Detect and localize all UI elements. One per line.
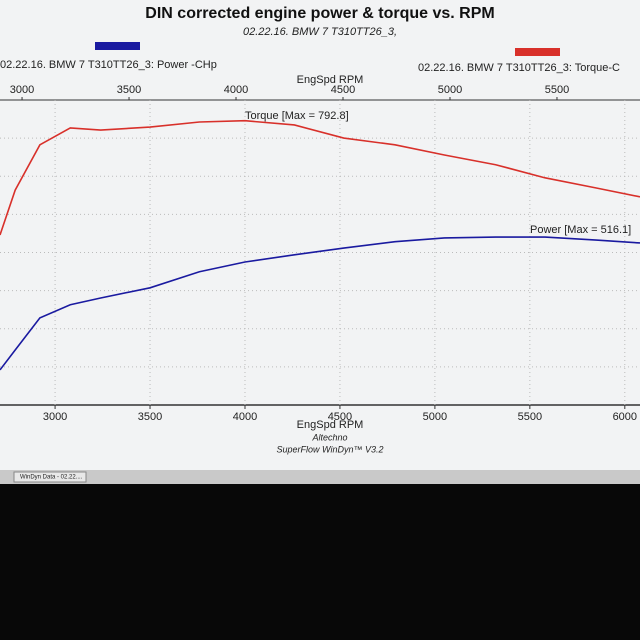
monitor-bezel: [0, 484, 640, 640]
legend-label: 02.22.16. BMW 7 T310TT26_3: Torque-C: [418, 62, 620, 74]
x2-tick-label: 3500: [117, 84, 141, 96]
x2-tick-label: 5500: [545, 84, 569, 96]
x2-tick-label: 5000: [438, 84, 462, 96]
x-axis-label: EngSpd RPM: [297, 419, 364, 431]
footer-line: SuperFlow WinDyn™ V3.2: [277, 444, 384, 454]
x-tick-label: 6000: [613, 411, 637, 423]
x-tick-label: 5000: [423, 411, 447, 423]
x2-axis-label: EngSpd RPM: [297, 74, 364, 86]
x-tick-label: 5500: [518, 411, 542, 423]
series-annotation: Torque [Max = 792.8]: [245, 110, 349, 122]
series-line: [0, 119, 640, 236]
legend-swatch: [515, 48, 560, 56]
screen-background: [0, 0, 640, 470]
taskbar-button[interactable]: [13, 471, 87, 483]
x2-tick-label: 4500: [331, 84, 355, 96]
legend-label: 02.22.16. BMW 7 T310TT26_3: Power -CHp: [0, 59, 217, 71]
x-tick-label: 3500: [138, 411, 162, 423]
legend-swatch: [95, 42, 140, 50]
x-tick-label: 3000: [43, 411, 67, 423]
footer-line: Altechno: [311, 432, 347, 442]
x-tick-label: 4000: [233, 411, 257, 423]
taskbar-label: WinDyn Data - 02.22....: [20, 475, 83, 481]
chart-subtitle: 02.22.16. BMW 7 T310TT26_3,: [243, 26, 397, 38]
chart-title: DIN corrected engine power & torque vs. …: [145, 5, 494, 22]
x2-tick-label: 4000: [224, 84, 248, 96]
taskbar: [0, 470, 640, 484]
series-annotation: Power [Max = 516.1]: [530, 224, 631, 236]
series-line: [0, 236, 640, 371]
x-tick-label: 4500: [328, 411, 352, 423]
x2-tick-label: 3000: [10, 84, 34, 96]
